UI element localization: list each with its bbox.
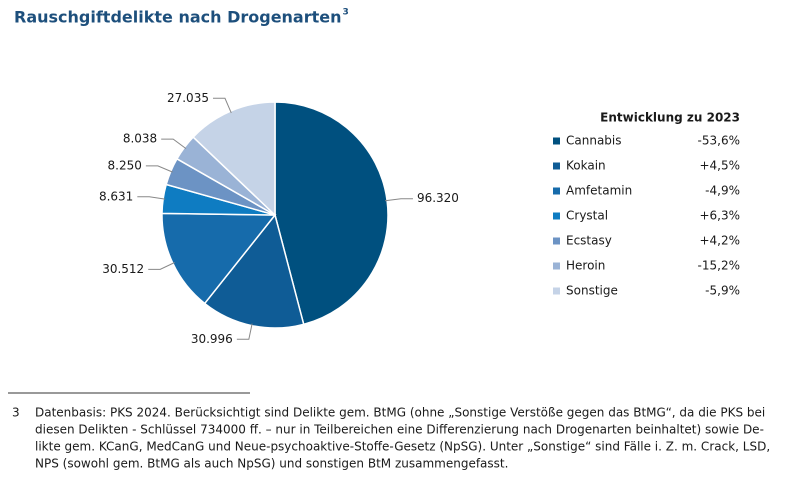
leader-line — [161, 138, 187, 150]
footnote-text: likte gem. KCanG, MedCanG und Neue-psych… — [35, 440, 770, 454]
legend-change: -4,9% — [705, 184, 740, 198]
legend-label: Cannabis — [566, 134, 622, 148]
footnote-text: diesen Delikten - Schlüssel 734000 ff. –… — [35, 423, 764, 437]
footnote-text: NPS (sowohl gem. BtMG als auch NpSG) und… — [35, 457, 508, 471]
legend-label: Amfetamin — [566, 184, 632, 198]
legend-change: +4,2% — [699, 234, 740, 248]
legend-swatch — [553, 237, 560, 245]
leader-line — [148, 262, 175, 270]
data-label: 27.035 — [167, 91, 209, 105]
legend-swatch — [553, 187, 560, 195]
leader-line — [236, 323, 253, 340]
chart-title: Rauschgiftdelikte nach Drogenarten — [14, 8, 342, 27]
data-label: 30.512 — [102, 262, 144, 276]
legend-label: Crystal — [566, 209, 608, 223]
data-label: 8.250 — [108, 158, 142, 172]
data-label: 8.631 — [99, 189, 133, 203]
leader-line — [145, 165, 173, 173]
leader-line — [385, 198, 413, 202]
legend-change: +4,5% — [699, 159, 740, 173]
legend-change: +6,3% — [699, 209, 740, 223]
legend-label: Kokain — [566, 159, 606, 173]
legend-swatch — [553, 137, 560, 145]
leader-line — [137, 196, 166, 200]
legend-swatch — [553, 162, 560, 170]
legend-change: -5,9% — [705, 284, 740, 298]
legend-label: Heroin — [566, 259, 605, 273]
footnote-text: Datenbasis: PKS 2024. Berücksichtigt sin… — [35, 406, 765, 420]
legend-swatch — [553, 287, 560, 295]
data-label: 30.996 — [191, 332, 233, 346]
data-label: 96.320 — [417, 191, 459, 205]
footnote-mark: 3 — [12, 406, 20, 420]
legend-label: Sonstige — [566, 284, 618, 298]
legend-change: -15,2% — [698, 259, 740, 273]
legend-swatch — [553, 262, 560, 270]
title-footnote-mark: 3 — [343, 8, 349, 18]
legend-label: Ecstasy — [566, 234, 612, 248]
legend-swatch — [553, 212, 560, 220]
leader-line — [212, 97, 232, 114]
data-label: 8.038 — [123, 132, 157, 146]
legend-header: Entwicklung zu 2023 — [600, 111, 740, 125]
legend-change: -53,6% — [698, 134, 740, 148]
